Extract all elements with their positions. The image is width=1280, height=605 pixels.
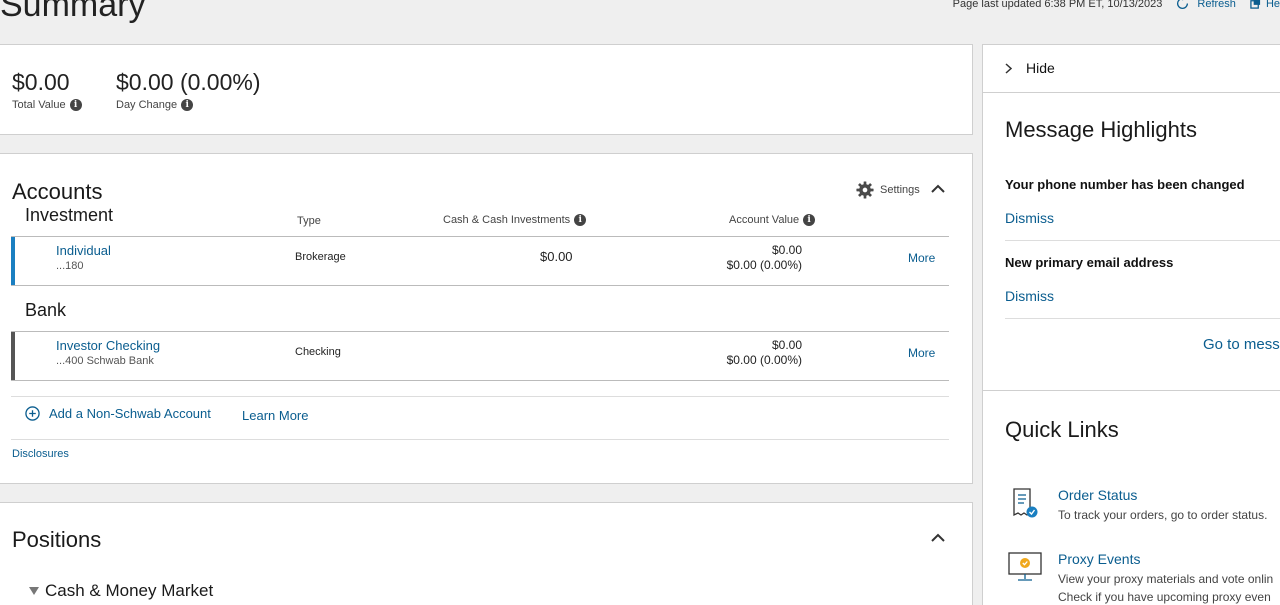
external-link-icon: [1250, 0, 1261, 9]
info-icon[interactable]: i: [803, 214, 816, 226]
account-name-link[interactable]: Investor Checking: [56, 338, 161, 353]
quick-link-description: To track your orders, go to order status…: [1058, 508, 1268, 522]
account-change: $0.00 (0.00%): [726, 258, 802, 272]
positions-title: Positions: [12, 527, 102, 552]
monitor-vote-icon[interactable]: [1008, 552, 1042, 582]
hide-label: Hide: [1026, 60, 1055, 76]
account-cash: $0.00: [540, 249, 573, 264]
message-title: Your phone number has been changed: [1005, 177, 1245, 192]
go-to-messages-link[interactable]: Go to mess: [1203, 336, 1280, 353]
table-row: Individual ...180 Brokerage $0.00 $0.00 …: [11, 236, 949, 286]
account-type: Brokerage: [295, 251, 346, 263]
info-icon[interactable]: i: [69, 99, 82, 111]
gear-icon: [856, 181, 874, 199]
row-accent-bar: [11, 237, 15, 285]
total-value-block: $0.00 Total Value i: [12, 69, 82, 111]
info-icon[interactable]: i: [574, 214, 587, 226]
divider: [983, 390, 1280, 391]
quick-link-title[interactable]: Order Status: [1058, 487, 1138, 503]
day-change-block: $0.00 (0.00%) Day Change i: [116, 69, 260, 111]
table-row: Investor Checking ...400 Schwab Bank Che…: [11, 331, 949, 381]
divider: [1005, 240, 1280, 241]
column-header-account-value-label: Account Value: [729, 214, 800, 226]
accounts-title: Accounts: [12, 179, 103, 204]
account-type: Checking: [295, 346, 341, 358]
message-title: New primary email address: [1005, 255, 1174, 270]
plus-circle-icon: [25, 406, 40, 421]
message-highlights-title: Message Highlights: [1005, 117, 1197, 142]
summary-card: $0.00 Total Value i $0.00 (0.00%) Day Ch…: [0, 44, 973, 135]
account-value: $0.00: [771, 243, 802, 257]
settings-label: Settings: [880, 184, 920, 196]
learn-more-link[interactable]: Learn More: [242, 408, 309, 423]
more-link[interactable]: More: [908, 251, 936, 265]
column-header-account-value: Account Value i: [729, 214, 816, 226]
account-name-link[interactable]: Individual: [56, 243, 111, 258]
positions-group-toggle[interactable]: Cash & Money Market: [29, 581, 213, 601]
chevron-up-icon[interactable]: [931, 184, 945, 194]
row-accent-bar: [11, 332, 15, 380]
hide-panel-button[interactable]: Hide: [1005, 60, 1055, 76]
page-title: Summary: [0, 0, 146, 24]
divider: [11, 439, 949, 440]
account-change: $0.00 (0.00%): [726, 353, 802, 367]
day-change-value: $0.00 (0.00%): [116, 69, 261, 95]
add-account-button[interactable]: Add a Non-Schwab Account: [25, 406, 211, 421]
divider: [11, 396, 949, 397]
help-label: He: [1265, 0, 1280, 10]
refresh-label: Refresh: [1197, 0, 1236, 10]
last-updated-text: Page last updated 6:38 PM ET, 10/13/2023: [952, 0, 1163, 10]
refresh-button[interactable]: Refresh: [1176, 0, 1236, 10]
quick-links-title: Quick Links: [1005, 417, 1119, 442]
add-account-label: Add a Non-Schwab Account: [49, 406, 211, 421]
right-panel: Hide Message Highlights Your phone numbe…: [982, 44, 1280, 605]
dismiss-link[interactable]: Dismiss: [1005, 210, 1054, 226]
order-receipt-icon[interactable]: [1011, 487, 1039, 519]
divider: [983, 92, 1280, 93]
chevron-up-icon[interactable]: [931, 533, 945, 543]
account-number: ...400 Schwab Bank: [56, 355, 154, 367]
caret-down-icon: [29, 587, 39, 595]
divider: [1005, 318, 1280, 319]
settings-button[interactable]: Settings: [856, 181, 920, 199]
day-change-label: Day Change: [116, 99, 178, 111]
accounts-card: Accounts Settings Investment Type Cash &…: [0, 153, 973, 484]
account-value: $0.00: [771, 338, 802, 352]
column-header-type: Type: [297, 215, 321, 227]
total-value-label: Total Value: [12, 99, 66, 111]
positions-card: Positions Cash & Money Market: [0, 502, 973, 605]
header-toolbar: Page last updated 6:38 PM ET, 10/13/2023…: [953, 0, 1280, 10]
group-title-bank: Bank: [25, 300, 67, 320]
quick-link-description-line2: Check if you have upcoming proxy even: [1058, 590, 1271, 604]
refresh-icon: [1177, 0, 1189, 9]
help-link[interactable]: He: [1250, 0, 1280, 10]
quick-link-title[interactable]: Proxy Events: [1058, 551, 1141, 567]
more-link[interactable]: More: [908, 346, 936, 360]
quick-link-description: View your proxy materials and vote onlin: [1058, 572, 1274, 586]
chevron-right-icon: [1005, 62, 1012, 74]
column-header-cash: Cash & Cash Investments i: [443, 214, 587, 226]
total-value: $0.00: [12, 69, 70, 95]
account-number: ...180: [56, 260, 84, 272]
info-icon[interactable]: i: [181, 99, 194, 111]
column-header-cash-label: Cash & Cash Investments: [443, 214, 571, 226]
dismiss-link[interactable]: Dismiss: [1005, 288, 1054, 304]
group-title-investment: Investment: [25, 205, 114, 225]
disclosures-link[interactable]: Disclosures: [12, 448, 69, 460]
positions-group-label: Cash & Money Market: [45, 581, 214, 600]
